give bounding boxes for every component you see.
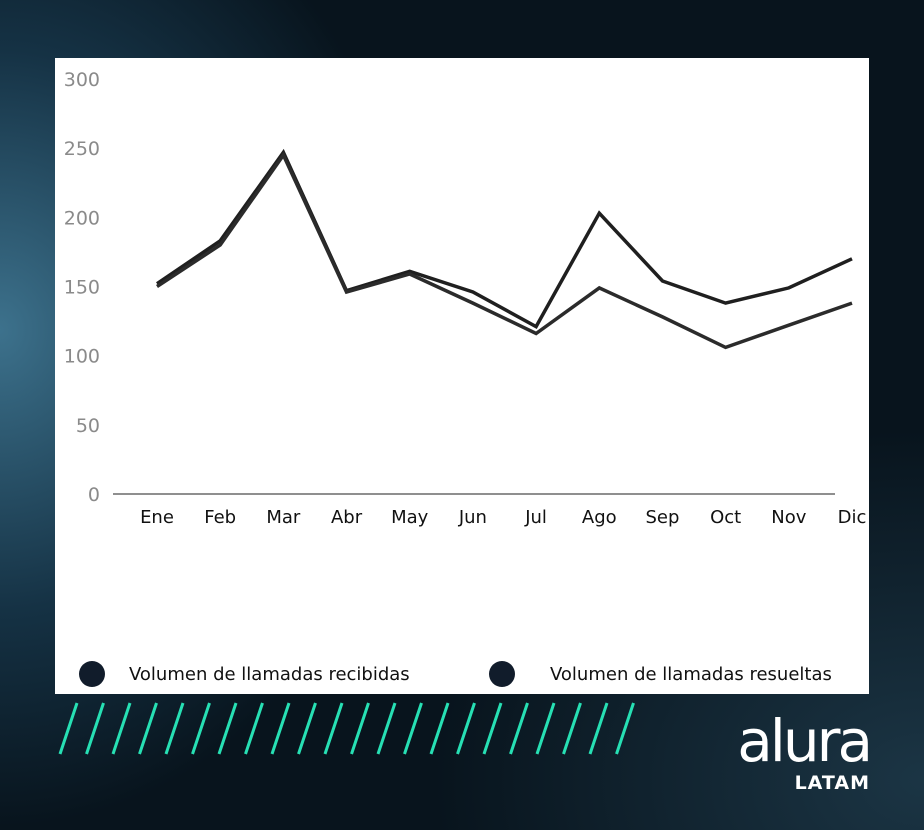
- x-tick-label: Abr: [331, 507, 363, 528]
- stripe: [403, 702, 423, 755]
- stripe: [562, 702, 582, 755]
- stripe: [376, 702, 397, 755]
- stripe: [297, 702, 317, 755]
- stripe: [191, 702, 211, 755]
- stripe: [535, 702, 556, 755]
- x-tick-label: Mar: [266, 507, 301, 528]
- x-tick-label: Ene: [140, 507, 174, 528]
- stripe: [323, 702, 344, 755]
- stripe: [270, 702, 291, 755]
- logo-word: alura: [737, 707, 873, 775]
- decorative-stripes: [58, 702, 635, 755]
- series-line-1: [156, 148, 853, 329]
- series-line-2: [156, 151, 853, 350]
- y-tick-label: 200: [64, 207, 100, 229]
- legend-marker-1: [79, 661, 105, 687]
- y-tick-label: 300: [64, 69, 100, 91]
- y-tick-label: 0: [88, 484, 100, 506]
- stripe: [509, 702, 529, 755]
- x-tick-label: May: [391, 507, 429, 528]
- stripe: [482, 702, 503, 755]
- stripe: [429, 702, 450, 755]
- alura-logo: alura LATAM: [737, 707, 873, 794]
- stripe: [138, 702, 158, 755]
- stripe: [350, 702, 370, 755]
- y-tick-label: 250: [64, 138, 100, 160]
- x-tick-label: Jul: [524, 507, 547, 528]
- stripe: [164, 702, 185, 755]
- x-tick-label: Oct: [710, 507, 741, 528]
- stripe: [615, 702, 635, 755]
- y-tick-label: 150: [64, 277, 100, 299]
- x-tick-label: Feb: [204, 507, 236, 528]
- stripe: [217, 702, 238, 755]
- legend-marker-2: [489, 661, 515, 687]
- logo-subtitle: LATAM: [794, 772, 870, 794]
- y-tick-label: 100: [64, 346, 100, 368]
- x-tick-label: Jun: [458, 507, 487, 528]
- x-tick-label: Nov: [771, 507, 806, 528]
- stripe: [456, 702, 476, 755]
- legend-label-2: Volumen de llamadas resueltas: [550, 664, 832, 685]
- x-tick-label: Ago: [582, 507, 617, 528]
- stripe: [244, 702, 264, 755]
- stripe: [111, 702, 132, 755]
- stripe: [58, 702, 79, 755]
- line-chart: 0 50 100 150 200 250 300 Ene Feb Mar Abr May Jun Jul A…: [64, 69, 867, 687]
- stripe: [588, 702, 609, 755]
- y-tick-label: 50: [76, 415, 100, 437]
- legend-label-1: Volumen de llamadas recibidas: [129, 664, 410, 685]
- x-tick-label: Dic: [838, 507, 867, 528]
- stripe: [85, 702, 105, 755]
- x-tick-label: Sep: [645, 507, 679, 528]
- chart-panel: 0 50 100 150 200 250 300 Ene Feb Mar Abr May Jun Jul A…: [55, 58, 869, 694]
